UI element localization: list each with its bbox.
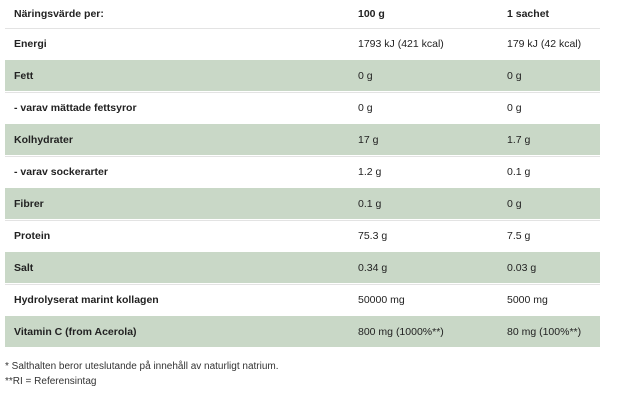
nutrient-name: Protein <box>14 230 51 242</box>
footnote-salt: * Salthalten beror uteslutande på innehå… <box>5 361 279 372</box>
value-per-sachet: 0 g <box>507 69 522 82</box>
value-per-100g: 50000 mg <box>358 294 405 306</box>
table-row: Energi 1793 kJ (421 kcal) 179 kJ (42 kca… <box>5 28 600 60</box>
value-per-sachet: 80 mg (100%**) <box>507 325 582 338</box>
value-per-100g: 0 g <box>358 69 373 82</box>
value-per-sachet: 179 kJ (42 kcal) <box>507 38 582 50</box>
value-per-100g: 0 g <box>358 102 373 114</box>
header-sachet: 1 sachet <box>507 7 550 20</box>
nutrient-name: Salt <box>14 261 34 274</box>
header-label: Näringsvärde per: <box>14 7 104 20</box>
value-per-100g: 75.3 g <box>358 230 388 242</box>
value-per-sachet: 5000 mg <box>507 294 548 306</box>
value-per-100g: 1793 kJ (421 kcal) <box>358 38 444 50</box>
table-row: Salt 0.34 g 0.03 g <box>5 252 600 284</box>
nutrient-name: Fett <box>14 69 34 82</box>
nutrient-name: Kolhydrater <box>14 133 73 146</box>
header-100g: 100 g <box>358 7 385 20</box>
nutrient-name: Fibrer <box>14 197 44 210</box>
value-per-100g: 0.1 g <box>358 197 382 210</box>
table-row: Kolhydrater 17 g 1.7 g <box>5 124 600 156</box>
value-per-sachet: 1.7 g <box>507 133 531 146</box>
nutrient-name: - varav mättade fettsyror <box>14 102 137 114</box>
value-per-sachet: 0 g <box>507 102 522 114</box>
value-per-sachet: 7.5 g <box>507 230 531 242</box>
table-row: Fibrer 0.1 g 0 g <box>5 188 600 220</box>
table-row: Hydrolyserat marint kollagen 50000 mg 50… <box>5 284 600 316</box>
table-row: - varav sockerarter 1.2 g 0.1 g <box>5 156 600 188</box>
value-per-sachet: 0.1 g <box>507 166 531 178</box>
nutrient-name: Hydrolyserat marint kollagen <box>14 294 159 306</box>
value-per-sachet: 0 g <box>507 197 522 210</box>
table-row: - varav mättade fettsyror 0 g 0 g <box>5 92 600 124</box>
value-per-sachet: 0.03 g <box>507 261 537 274</box>
table-row: Protein 75.3 g 7.5 g <box>5 220 600 252</box>
nutrient-name: Energi <box>14 38 47 50</box>
value-per-100g: 1.2 g <box>358 166 382 178</box>
footnote-ri: **RI = Referensintag <box>5 376 97 387</box>
value-per-100g: 17 g <box>358 133 379 146</box>
table-header-row: Näringsvärde per: 100 g 1 sachet <box>5 0 600 28</box>
nutrient-name: Vitamin C (from Acerola) <box>14 325 137 338</box>
table-row: Fett 0 g 0 g <box>5 60 600 92</box>
nutrition-table: Näringsvärde per: 100 g 1 sachet Energi … <box>5 0 600 348</box>
footnotes: * Salthalten beror uteslutande på innehå… <box>5 359 279 389</box>
value-per-100g: 800 mg (1000%**) <box>358 325 444 338</box>
value-per-100g: 0.34 g <box>358 261 388 274</box>
table-row: Vitamin C (from Acerola) 800 mg (1000%**… <box>5 316 600 348</box>
nutrient-name: - varav sockerarter <box>14 166 108 178</box>
